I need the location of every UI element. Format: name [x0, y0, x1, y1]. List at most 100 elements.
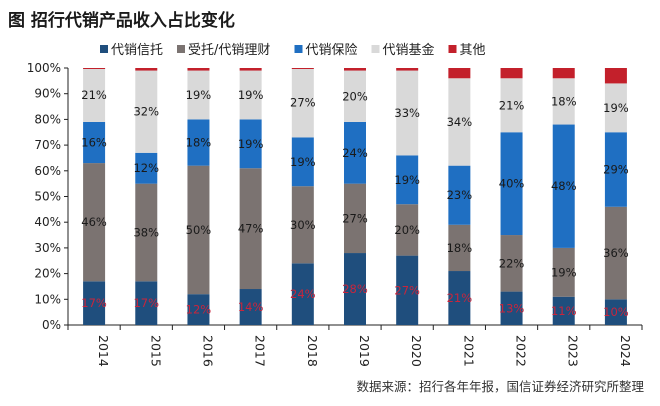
data-label: 50%	[186, 223, 212, 237]
bar-segment	[500, 235, 523, 292]
data-label: 17%	[133, 296, 159, 310]
y-tick-label: 80%	[34, 112, 61, 126]
source-note: 数据来源：招行各年年报，国信证券经济研究所整理	[356, 379, 644, 394]
bar-segment	[396, 70, 419, 156]
data-label: 34%	[447, 115, 473, 129]
y-tick-label: 60%	[34, 164, 61, 178]
data-label: 24%	[342, 146, 368, 160]
bar-segment	[83, 121, 106, 164]
data-label: 21%	[447, 291, 473, 305]
x-tick-label: 2020	[409, 335, 424, 367]
data-label: 20%	[342, 89, 368, 103]
x-tick-label: 2023	[566, 335, 581, 367]
legend-swatch	[100, 45, 108, 53]
data-label: 13%	[499, 301, 525, 315]
data-label: 33%	[394, 106, 420, 120]
y-tick-label: 30%	[34, 241, 61, 255]
bar-segment	[291, 137, 314, 187]
bar-segment	[291, 263, 314, 325]
chart-title: 图 招行代销产品收入占比变化	[8, 11, 235, 31]
legend-swatch	[371, 45, 380, 53]
data-label: 16%	[81, 136, 107, 150]
data-label: 14%	[238, 300, 264, 314]
bar-segment	[344, 253, 366, 325]
data-label: 19%	[603, 101, 629, 115]
data-label: 18%	[447, 241, 473, 255]
data-label: 18%	[551, 94, 577, 108]
legend-swatch	[448, 45, 457, 53]
bar-segment	[396, 204, 419, 256]
bar-segment	[448, 224, 471, 272]
bar-segment	[448, 68, 471, 79]
bar-segment	[135, 183, 158, 282]
bar-segment	[448, 165, 471, 225]
legend-label: 代销基金	[383, 42, 435, 58]
bar-segment	[239, 119, 262, 169]
bar-segment	[604, 68, 627, 84]
bar-segment	[344, 121, 366, 184]
bar-segment	[135, 68, 158, 71]
y-tick-label: 0%	[42, 318, 61, 332]
data-label: 18%	[186, 136, 212, 150]
bar-segment	[187, 119, 210, 166]
bar-segment	[552, 296, 575, 325]
data-label: 12%	[186, 303, 212, 317]
data-label: 48%	[551, 179, 577, 193]
bar-segment	[500, 78, 523, 133]
legend-swatch	[177, 45, 185, 53]
bar-segment	[83, 68, 106, 69]
data-label: 21%	[499, 98, 525, 112]
bar-segment	[135, 70, 158, 153]
bar-segment	[396, 155, 419, 205]
legend-label: 其他	[460, 43, 486, 58]
bar-segment	[500, 291, 523, 325]
data-label: 47%	[238, 222, 264, 236]
x-tick-label: 2022	[514, 335, 529, 367]
bar-segment	[552, 247, 575, 297]
data-label: 21%	[81, 88, 107, 102]
bar-segment	[344, 183, 366, 254]
data-label: 29%	[603, 163, 629, 177]
bar-segment	[135, 281, 158, 325]
data-label: 11%	[551, 304, 577, 318]
x-tick-label: 2021	[461, 335, 476, 367]
bar-segment	[344, 70, 366, 122]
data-label: 28%	[342, 282, 368, 296]
bar-segment	[396, 255, 419, 325]
data-label: 19%	[394, 173, 420, 187]
bar-segment	[291, 68, 314, 138]
y-tick-label: 50%	[34, 190, 61, 204]
legend-label: 受托/代销理财	[188, 43, 270, 58]
x-tick-label: 2017	[253, 335, 268, 367]
x-tick-label: 2014	[96, 335, 111, 367]
bar-segment	[291, 68, 314, 69]
x-tick-label: 2019	[357, 335, 372, 367]
y-tick-label: 40%	[34, 215, 61, 229]
data-label: 30%	[290, 218, 316, 232]
data-label: 12%	[133, 161, 159, 175]
y-tick-label: 10%	[34, 292, 61, 306]
bar-segment	[344, 68, 366, 71]
bar-segment	[396, 68, 419, 71]
data-label: 10%	[603, 305, 629, 319]
data-label: 27%	[342, 211, 368, 225]
data-label: 46%	[81, 215, 107, 229]
data-label: 27%	[394, 283, 420, 297]
bar-segment	[83, 163, 106, 282]
data-label: 19%	[290, 155, 316, 169]
bar-segment	[187, 70, 210, 120]
y-tick-label: 90%	[34, 87, 61, 101]
bar-segment	[604, 83, 627, 133]
data-label: 22%	[499, 256, 525, 270]
legend-swatch	[294, 45, 303, 53]
bar-segment	[83, 68, 106, 122]
bar-segment	[448, 78, 471, 166]
bar-segment	[604, 299, 627, 325]
y-tick-label: 100%	[27, 61, 61, 75]
data-label: 36%	[603, 246, 629, 260]
data-label: 24%	[290, 287, 316, 301]
bar-segment	[83, 281, 106, 325]
bar-segment	[552, 124, 575, 248]
bar-segment	[500, 132, 523, 236]
